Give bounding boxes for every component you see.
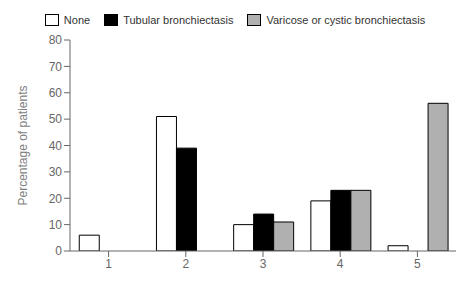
svg-text:70: 70 [49,60,63,74]
svg-text:0: 0 [55,244,62,258]
svg-text:50: 50 [49,112,63,126]
svg-text:1: 1 [105,257,112,271]
svg-text:40: 40 [49,139,63,153]
svg-text:80: 80 [49,33,63,47]
svg-text:2: 2 [182,257,189,271]
svg-text:60: 60 [49,86,63,100]
svg-text:20: 20 [49,192,63,206]
svg-text:10: 10 [49,218,63,232]
svg-text:Percentage of patients: Percentage of patients [16,85,30,205]
html-text:None: None [63,14,91,26]
svg-text:5: 5 [414,257,421,271]
html-text:Tubular bronchiectasis: Tubular bronchiectasis [123,14,234,26]
svg-text:30: 30 [49,165,63,179]
svg-text:3: 3 [260,257,267,271]
html-text:Varicose or cystic bronchiecta: Varicose or cystic bronchiectasis [266,14,426,26]
svg-text:4: 4 [337,257,344,271]
